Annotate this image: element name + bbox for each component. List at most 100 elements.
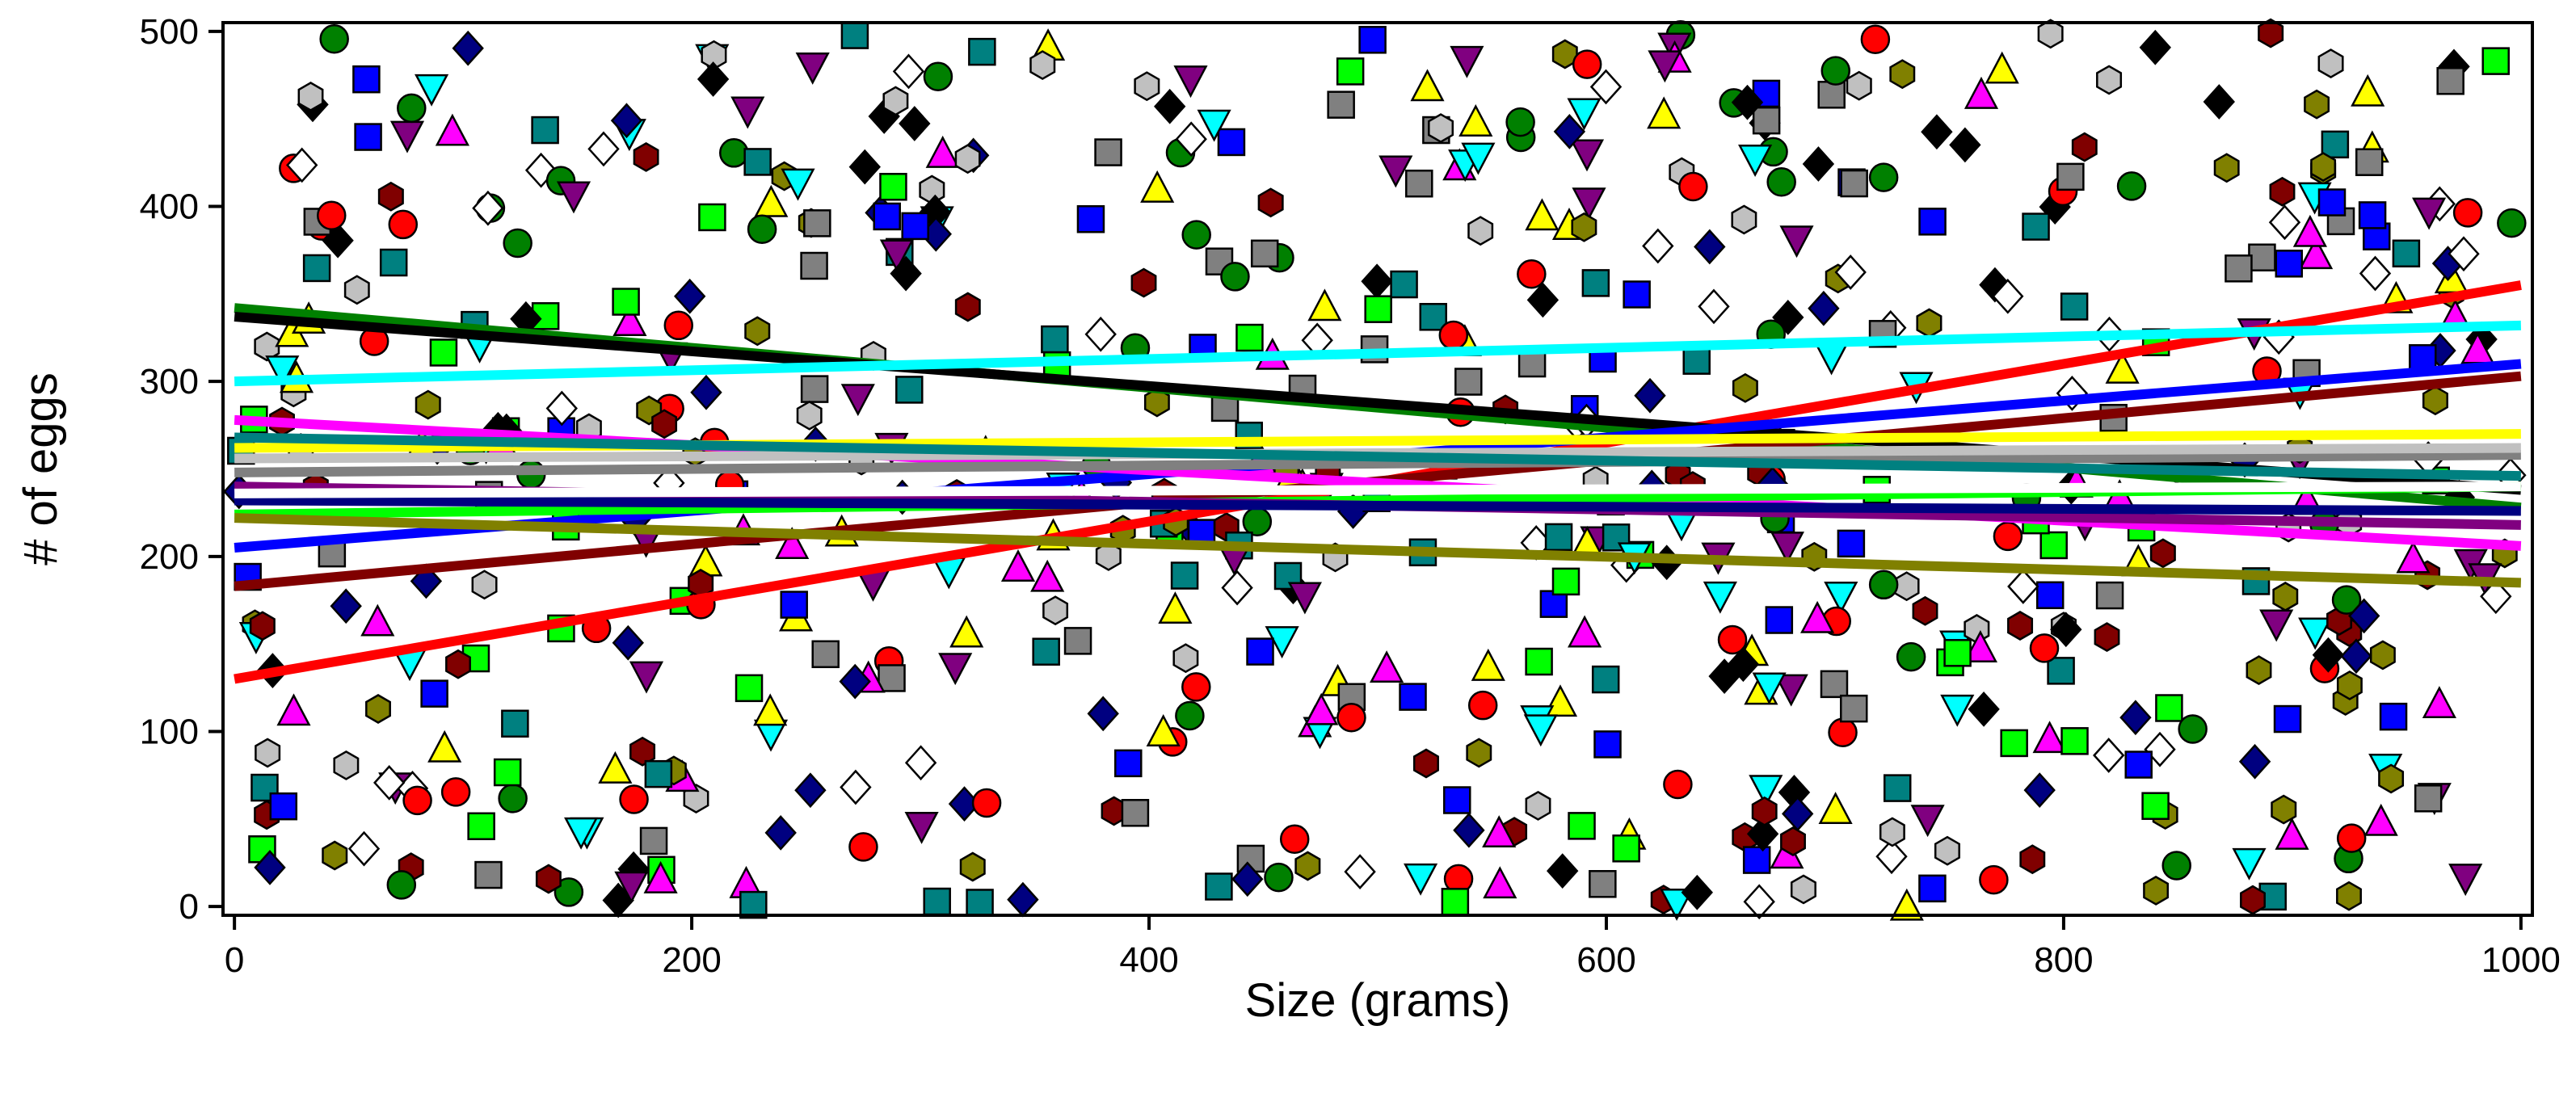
data-point-series-0 [2452, 198, 2483, 228]
data-point-series-8 [698, 203, 726, 232]
data-point-series-4 [2275, 250, 2304, 278]
data-point-series-5 [2071, 132, 2098, 162]
data-point-series-9 [2336, 881, 2362, 911]
data-point-series-12 [904, 811, 939, 844]
data-point-series-15 [904, 745, 937, 781]
data-point-series-8 [1235, 323, 1264, 352]
data-point-series-4 [780, 591, 808, 619]
data-point-series-6 [2292, 214, 2327, 247]
data-point-series-0 [1438, 320, 1469, 351]
data-point-series-5 [2269, 176, 2296, 207]
data-point-series-15 [1589, 69, 1623, 105]
data-point-series-2 [697, 61, 730, 97]
data-point-series-11 [2317, 48, 2344, 79]
data-point-series-1 [1175, 700, 1205, 731]
data-point-series-8 [734, 674, 764, 703]
data-point-series-15 [2268, 204, 2301, 241]
data-point-series-10 [1752, 106, 1781, 135]
data-point-series-5 [1130, 267, 1157, 298]
data-point-series-14 [2348, 598, 2380, 634]
data-point-series-2 [1526, 282, 1559, 318]
data-point-series-8 [2155, 694, 2183, 722]
data-point-series-10 [474, 860, 503, 889]
data-point-series-15 [1743, 884, 1775, 920]
data-point-series-5 [445, 649, 471, 679]
data-point-series-15 [2480, 578, 2512, 615]
data-point-series-7 [1471, 648, 1505, 681]
data-point-series-3 [1824, 581, 1858, 614]
data-point-series-14 [674, 278, 706, 314]
data-point-series-3 [415, 74, 449, 107]
data-point-series-5 [2149, 538, 2176, 569]
data-point-series-6 [612, 304, 647, 337]
data-point-series-14 [794, 772, 827, 809]
data-point-series-0 [1279, 824, 1310, 854]
data-point-series-14 [1231, 861, 1264, 898]
data-point-series-0 [971, 788, 1002, 818]
data-point-series-1 [923, 61, 953, 91]
data-point-series-10 [1327, 90, 1355, 119]
data-point-series-8 [1943, 639, 1972, 667]
data-point-series-2 [2050, 612, 2082, 648]
data-point-series-6 [1304, 692, 1339, 725]
data-point-series-15 [1992, 278, 2024, 314]
data-point-series-6 [2396, 540, 2431, 574]
data-point-series-3 [1197, 109, 1231, 142]
data-point-series-11 [471, 570, 498, 600]
data-point-series-13 [379, 248, 408, 277]
data-point-series-3 [1749, 775, 1783, 808]
data-point-series-7 [1307, 288, 1342, 322]
data-point-series-10 [1250, 239, 1279, 268]
data-point-series-9 [2271, 794, 2297, 825]
data-point-series-5 [2240, 885, 2266, 915]
data-point-series-11 [1095, 540, 1122, 571]
data-point-series-7 [949, 615, 984, 648]
data-point-series-9 [1889, 59, 1916, 90]
data-point-series-0 [402, 785, 432, 816]
data-point-series-9 [2422, 385, 2448, 416]
data-point-series-10 [878, 664, 906, 692]
data-point-series-7 [1146, 714, 1181, 746]
plot-frame [221, 21, 2534, 917]
data-point-series-1 [2161, 851, 2191, 881]
data-point-series-4 [1765, 606, 1794, 634]
data-point-series-2 [2203, 84, 2235, 120]
data-point-series-14 [452, 30, 484, 66]
data-point-series-6 [276, 693, 311, 726]
data-point-series-10 [2355, 148, 2384, 176]
data-point-series-15 [347, 830, 381, 867]
data-point-series-11 [254, 331, 280, 362]
data-point-series-2 [1802, 146, 1835, 182]
data-point-series-0 [1993, 521, 2023, 552]
data-point-series-13 [302, 254, 331, 283]
data-point-series-14 [2238, 743, 2271, 780]
data-point-series-12 [795, 52, 830, 85]
data-point-series-9 [365, 694, 391, 724]
data-point-series-13 [1581, 269, 1610, 297]
data-point-series-14 [839, 663, 871, 700]
data-point-series-5 [249, 611, 276, 641]
data-point-series-13 [840, 21, 869, 49]
data-point-series-4 [2358, 201, 2387, 229]
data-point-series-8 [1612, 834, 1640, 863]
data-point-series-13 [1419, 303, 1448, 331]
data-point-series-1 [1264, 862, 1294, 893]
data-point-series-12 [730, 96, 765, 129]
data-point-series-8 [2060, 727, 2089, 755]
data-point-series-7 [1647, 96, 1682, 129]
data-point-series-14 [330, 588, 362, 624]
data-point-series-12 [2259, 609, 2294, 642]
data-point-series-8 [2000, 729, 2028, 758]
data-point-series-10 [800, 251, 828, 280]
data-point-series-10 [811, 640, 840, 669]
fit-line-series-10 [234, 450, 2521, 477]
data-point-series-13 [1883, 774, 1912, 802]
data-point-series-1 [386, 870, 417, 900]
data-point-series-13 [2022, 212, 2050, 241]
data-point-series-0 [1467, 690, 1498, 721]
data-point-series-13 [1032, 637, 1060, 666]
data-point-series-1 [498, 784, 528, 813]
data-point-series-2 [1968, 692, 2000, 727]
